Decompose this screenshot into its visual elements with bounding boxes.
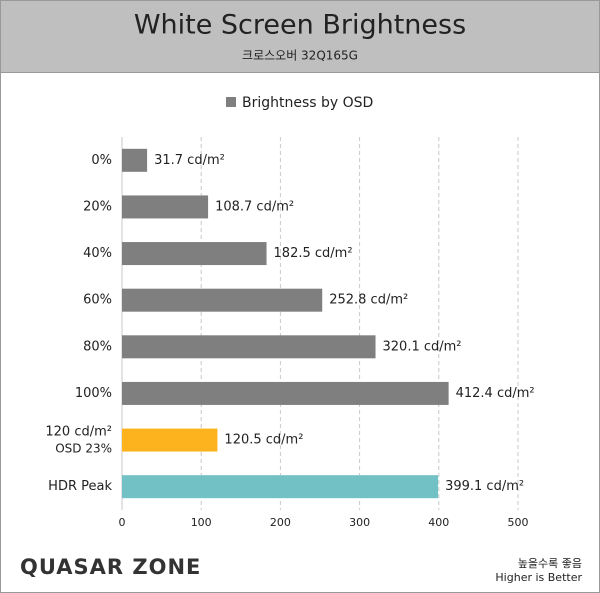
value-label: 320.1 cd/m² (383, 339, 462, 354)
bar (122, 335, 376, 359)
y-tick-label: 120 cd/m² (45, 425, 112, 440)
bar (122, 381, 449, 405)
y-tick-label: HDR Peak (48, 479, 112, 494)
bar (122, 195, 209, 219)
x-tick-label: 100 (191, 516, 212, 529)
x-tick-label: 200 (270, 516, 291, 529)
bar (122, 242, 267, 266)
y-tick-label: 100% (75, 386, 112, 401)
value-label: 120.5 cd/m² (224, 433, 303, 448)
y-tick-label: 80% (83, 339, 112, 354)
title-band (0, 0, 600, 73)
chart-title: White Screen Brightness (134, 10, 466, 41)
y-tick-label: 0% (91, 153, 112, 168)
value-label: 31.7 cd/m² (154, 153, 225, 168)
footer-note: 높을수록 좋음 (518, 557, 582, 570)
legend-label: Brightness by OSD (242, 95, 373, 111)
y-tick-label: 20% (83, 199, 112, 214)
bar (122, 148, 148, 172)
bar (122, 475, 439, 499)
value-label: 108.7 cd/m² (215, 199, 294, 214)
y-tick-label: 60% (83, 293, 112, 308)
x-tick-label: 0 (119, 516, 126, 529)
legend-swatch (226, 97, 236, 107)
value-label: 182.5 cd/m² (274, 246, 353, 261)
x-tick-label: 500 (508, 516, 529, 529)
chart-subtitle: 크로스오버 32Q165G (242, 49, 358, 63)
logo: QUASAR ZONE (20, 555, 201, 579)
bar (122, 288, 323, 312)
value-label: 252.8 cd/m² (329, 293, 408, 308)
value-label: 412.4 cd/m² (456, 386, 535, 401)
footer-note: Higher is Better (495, 571, 582, 584)
y-tick-note: OSD 23% (55, 442, 112, 456)
value-label: 399.1 cd/m² (445, 479, 524, 494)
bar (122, 428, 218, 452)
y-tick-label: 40% (83, 246, 112, 261)
x-tick-label: 400 (428, 516, 449, 529)
x-tick-label: 300 (349, 516, 370, 529)
